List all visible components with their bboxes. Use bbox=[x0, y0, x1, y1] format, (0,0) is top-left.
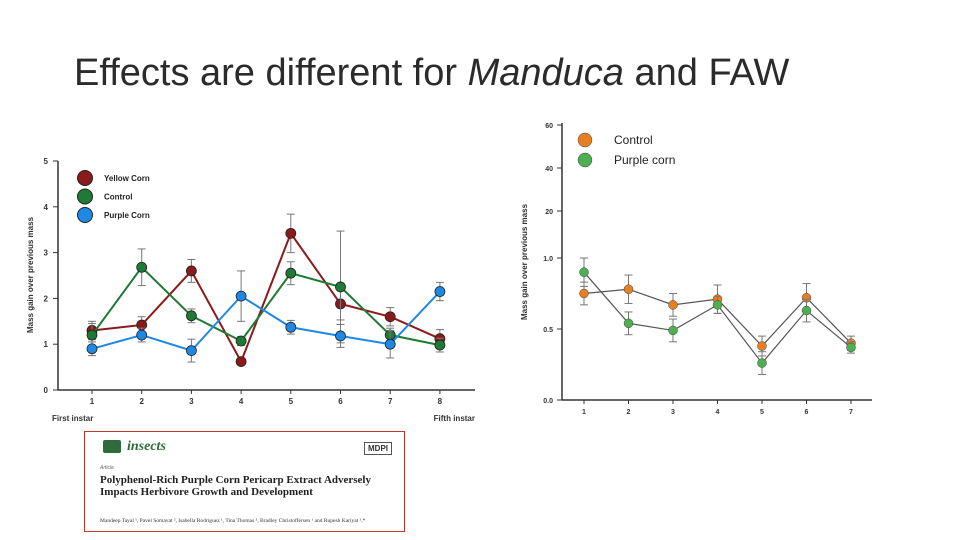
x-tick-label: 5 bbox=[289, 397, 294, 406]
title-part2: and FAW bbox=[623, 52, 790, 94]
x-tick-label: 4 bbox=[239, 397, 244, 406]
data-point bbox=[434, 286, 446, 297]
article-type: Article bbox=[100, 465, 114, 471]
data-point bbox=[285, 267, 297, 279]
y-tick-label: 4 bbox=[44, 203, 49, 212]
data-point bbox=[285, 321, 297, 333]
y-tick-label: 1 bbox=[44, 340, 49, 349]
data-point bbox=[235, 290, 247, 302]
y-tick-label: 3 bbox=[44, 249, 49, 258]
data-point bbox=[434, 339, 446, 351]
data-point-faw bbox=[801, 305, 812, 316]
y-tick-label-faw: 0.5 bbox=[543, 327, 553, 334]
legend-label: Yellow Corn bbox=[104, 174, 150, 183]
title-italic: Manduca bbox=[467, 52, 624, 94]
x-tick-label: 1 bbox=[90, 397, 95, 406]
slide-title: Effects are different for Manduca and FA… bbox=[74, 52, 789, 95]
data-point bbox=[136, 261, 148, 273]
data-point-faw bbox=[623, 318, 634, 329]
x-start-label: First instar bbox=[52, 414, 93, 423]
legend-label-faw: Purple corn bbox=[614, 153, 675, 167]
y-tick-label-faw: 20 bbox=[545, 209, 553, 216]
y-tick-label-faw: 40 bbox=[545, 166, 553, 173]
x-tick-label-faw: 6 bbox=[805, 409, 809, 416]
x-tick-label: 8 bbox=[438, 397, 443, 406]
data-point bbox=[384, 329, 396, 341]
x-tick-label-faw: 7 bbox=[849, 409, 853, 416]
data-point bbox=[185, 265, 197, 277]
data-point-faw bbox=[712, 294, 723, 304]
y-tick-label: 0 bbox=[44, 386, 49, 395]
x-tick-label: 3 bbox=[189, 397, 194, 406]
data-point-faw bbox=[846, 338, 856, 348]
publisher-logo: MDPI bbox=[364, 442, 392, 455]
legend-swatch-faw bbox=[577, 132, 593, 148]
data-point bbox=[335, 298, 346, 310]
legend-label-faw: Control bbox=[614, 133, 653, 147]
data-point bbox=[136, 329, 148, 341]
series-line-faw bbox=[583, 271, 852, 365]
series-line bbox=[91, 290, 441, 352]
data-point bbox=[335, 281, 346, 293]
x-tick-label-faw: 4 bbox=[716, 409, 720, 416]
data-point-faw bbox=[801, 293, 812, 303]
series-line bbox=[91, 265, 441, 347]
data-point bbox=[136, 319, 148, 331]
data-point bbox=[185, 310, 197, 322]
series-line-faw bbox=[583, 288, 852, 347]
legend-label: Purple Corn bbox=[104, 211, 150, 220]
data-point-faw bbox=[668, 300, 678, 310]
data-point-faw bbox=[668, 325, 678, 336]
x-tick-label-faw: 3 bbox=[671, 409, 675, 416]
x-tick-label-faw: 5 bbox=[760, 409, 764, 416]
y-axis-label: Mass gain over previous mass bbox=[26, 216, 35, 333]
data-point bbox=[384, 338, 396, 350]
y-tick-label: 5 bbox=[44, 157, 49, 166]
reference-thumbnail: insects MDPI Article Polyphenol-Rich Pur… bbox=[84, 431, 405, 532]
y-tick-label-faw: 60 bbox=[545, 123, 553, 130]
data-point bbox=[434, 333, 446, 345]
legend-swatch bbox=[77, 188, 93, 205]
data-point-faw bbox=[579, 267, 589, 277]
y-tick-label-faw: 1.0 bbox=[543, 256, 553, 263]
data-point bbox=[86, 343, 98, 355]
data-point bbox=[335, 330, 346, 342]
y-tick-label-faw: 0.0 bbox=[543, 398, 553, 405]
series-line bbox=[91, 231, 441, 364]
x-tick-label: 6 bbox=[338, 397, 343, 406]
data-point bbox=[86, 325, 98, 336]
data-point-faw bbox=[757, 358, 767, 368]
x-end-label: Fifth instar bbox=[434, 414, 475, 423]
legend-swatch bbox=[77, 207, 93, 223]
legend-swatch bbox=[77, 170, 93, 186]
legend-label: Control bbox=[104, 193, 132, 202]
data-point bbox=[86, 329, 98, 341]
y-tick-label: 2 bbox=[44, 294, 49, 303]
data-point-faw bbox=[846, 342, 856, 353]
journal-name: insects bbox=[127, 439, 166, 454]
data-point-faw bbox=[579, 288, 589, 299]
title-part1: Effects are different for bbox=[74, 52, 468, 94]
x-tick-label: 7 bbox=[388, 397, 393, 406]
data-point-faw bbox=[712, 300, 723, 310]
data-point-faw bbox=[623, 284, 634, 294]
article-title: Polyphenol-Rich Purple Corn Pericarp Ext… bbox=[100, 474, 371, 498]
data-point bbox=[235, 356, 247, 368]
journal-logo-icon bbox=[103, 440, 121, 453]
data-point bbox=[235, 335, 247, 347]
data-point-faw bbox=[757, 341, 767, 351]
data-point bbox=[384, 311, 396, 323]
legend-swatch-faw bbox=[577, 152, 593, 168]
x-tick-label-faw: 2 bbox=[627, 409, 631, 416]
x-tick-label-faw: 1 bbox=[582, 409, 586, 416]
article-authors: Mandeep Tayal ¹, Pavel Somavat ², Isabel… bbox=[100, 518, 366, 524]
y-axis-label-faw: Mass gain over previous mass bbox=[520, 203, 529, 320]
data-point bbox=[285, 227, 297, 239]
data-point bbox=[185, 345, 197, 357]
x-tick-label: 2 bbox=[139, 397, 144, 406]
